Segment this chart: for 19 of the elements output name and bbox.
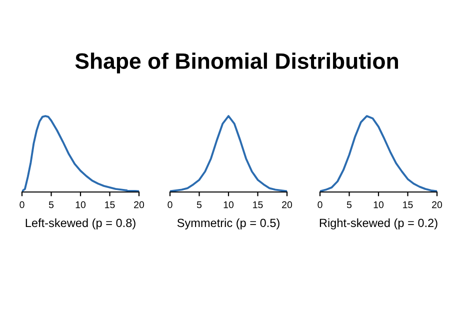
x-tick-label: 5 bbox=[48, 201, 54, 208]
x-tick-label: 5 bbox=[346, 201, 352, 208]
x-axis-title: Right-skewed (p = 0.2) bbox=[320, 218, 438, 230]
x-tick-label: 10 bbox=[224, 201, 234, 208]
x-tick-label: 0 bbox=[168, 201, 172, 208]
x-tick-label: 10 bbox=[76, 201, 86, 208]
x-axis-title: Symmetric (p = 0.5) bbox=[177, 218, 280, 230]
x-axis-title: Left-skewed (p = 0.8) bbox=[26, 218, 136, 230]
x-tick-label: 0 bbox=[20, 201, 24, 208]
x-tick-label: 15 bbox=[105, 201, 115, 208]
x-tick-label: 15 bbox=[403, 201, 413, 208]
x-tick-label: 5 bbox=[196, 201, 202, 208]
x-tick-label: 20 bbox=[282, 201, 292, 208]
x-tick-label: 0 bbox=[318, 201, 322, 208]
x-tick-label: 20 bbox=[432, 201, 442, 208]
x-tick-label: 15 bbox=[253, 201, 263, 208]
x-tick-label: 20 bbox=[134, 201, 144, 208]
x-tick-label: 10 bbox=[374, 201, 384, 208]
text: Shape of Binomial Distribution bbox=[75, 52, 398, 74]
